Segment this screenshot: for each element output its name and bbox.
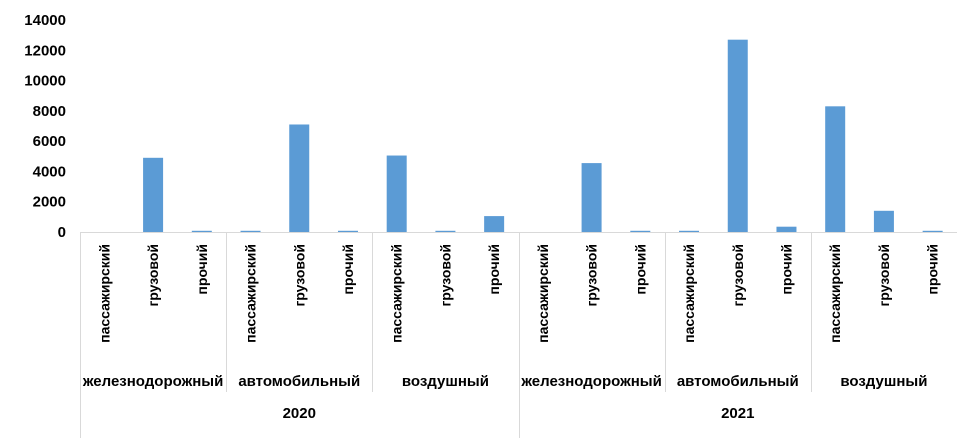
category-tick-label: пассажирский — [96, 244, 112, 343]
bar — [679, 230, 700, 232]
bar — [825, 106, 846, 232]
category-tick-label: пассажирский — [827, 244, 843, 343]
y-tick-label: 2000 — [33, 194, 66, 211]
group-label: воздушный — [840, 373, 927, 390]
bar — [873, 210, 894, 232]
category-tick-label: грузовой — [730, 244, 746, 307]
category-tick-label: грузовой — [584, 244, 600, 307]
group-label: воздушный — [402, 373, 489, 390]
bar — [289, 124, 310, 232]
category-tick-label: пассажирский — [243, 244, 259, 343]
bar — [630, 230, 651, 232]
category-tick-label: пассажирский — [389, 244, 405, 343]
bar — [581, 163, 602, 232]
bar — [191, 230, 212, 232]
y-tick-label: 6000 — [33, 133, 66, 150]
bar — [143, 157, 164, 232]
bar — [337, 230, 358, 232]
bar — [922, 230, 943, 232]
bar — [776, 226, 797, 232]
y-tick-label: 8000 — [33, 103, 66, 120]
category-tick-label: грузовой — [437, 244, 453, 307]
category-tick-label: грузовой — [876, 244, 892, 307]
bar — [435, 230, 456, 232]
year-label: 2020 — [283, 405, 316, 422]
category-tick-label: прочий — [194, 244, 210, 295]
bar — [484, 216, 505, 232]
category-tick-label: прочий — [632, 244, 648, 295]
category-tick-label: прочий — [486, 244, 502, 295]
category-tick-label: пассажирский — [681, 244, 697, 343]
y-tick-label: 4000 — [33, 163, 66, 180]
bars — [143, 39, 943, 232]
bar — [386, 155, 407, 232]
year-label: 2021 — [721, 405, 754, 422]
x-axis: пассажирский грузовой прочий пассажирский гр… — [80, 232, 957, 438]
y-tick-label: 14000 — [24, 12, 66, 29]
y-tick-label: 10000 — [24, 73, 66, 90]
category-tick-label: пассажирский — [535, 244, 551, 343]
group-label: железнодорожный — [82, 373, 223, 390]
bar — [240, 230, 261, 232]
category-tick-label: грузовой — [291, 244, 307, 307]
bar — [727, 39, 748, 232]
y-tick-label: 0 — [58, 224, 66, 241]
group-label: автомобильный — [238, 373, 360, 390]
category-tick-label: прочий — [778, 244, 794, 295]
y-axis: 0 2000 4000 6000 8000 10000 12000 14000 — [24, 12, 66, 241]
group-label: железнодорожный — [520, 373, 661, 390]
y-tick-label: 12000 — [24, 42, 66, 59]
category-tick-label: прочий — [925, 244, 941, 295]
group-label: автомобильный — [677, 373, 799, 390]
category-tick-label: прочий — [340, 244, 356, 295]
category-tick-label: грузовой — [145, 244, 161, 307]
